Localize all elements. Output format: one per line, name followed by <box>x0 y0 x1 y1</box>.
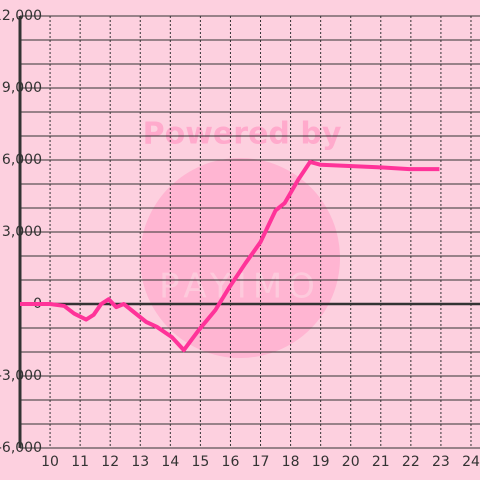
x-tick-label: 19 <box>312 454 330 470</box>
x-tick-label: 22 <box>402 454 420 470</box>
x-tick-label: 20 <box>342 454 360 470</box>
y-tick-label: 9,000 <box>2 80 42 96</box>
x-tick-label: 14 <box>161 454 179 470</box>
x-tick-label: 18 <box>282 454 300 470</box>
x-tick-label: 16 <box>222 454 240 470</box>
x-tick-label: 23 <box>432 454 450 470</box>
x-tick-label: 12 <box>101 454 119 470</box>
y-tick-label: 3,000 <box>2 224 42 240</box>
x-tick-label: 11 <box>71 454 89 470</box>
line-series <box>20 159 440 353</box>
x-tick-label: 24 <box>462 454 480 470</box>
x-tick-label: 15 <box>191 454 209 470</box>
x-tick-label: 21 <box>372 454 390 470</box>
x-tick-label: 17 <box>252 454 270 470</box>
x-tick-label: 13 <box>131 454 149 470</box>
y-tick-label: 6,000 <box>2 152 42 168</box>
watermark: Powered by <box>143 117 342 152</box>
x-tick-label: 10 <box>41 454 59 470</box>
